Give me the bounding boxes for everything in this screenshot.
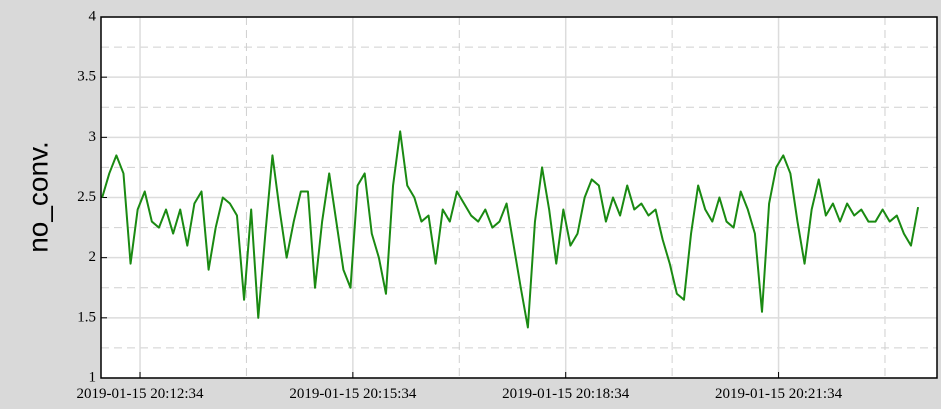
y-axis-label: no_conv. [22, 141, 53, 253]
y-tick-label: 3 [89, 129, 97, 145]
y-tick-label: 2.5 [77, 189, 96, 205]
data-line [101, 130, 920, 329]
y-tick-label: 3.5 [77, 69, 96, 85]
y-tick-label: 1.5 [77, 309, 96, 325]
x-tick-label: 2019-01-15 20:18:34 [502, 386, 630, 402]
x-tick-label: 2019-01-15 20:21:34 [715, 386, 843, 402]
y-tick-label: 2 [89, 249, 97, 265]
y-tick-label: 1 [89, 369, 97, 385]
plot-frame [100, 16, 938, 379]
x-tick-label: 2019-01-15 20:12:34 [76, 386, 204, 402]
y-tick-label: 4 [89, 8, 97, 24]
x-tick-label: 2019-01-15 20:15:34 [289, 386, 417, 402]
